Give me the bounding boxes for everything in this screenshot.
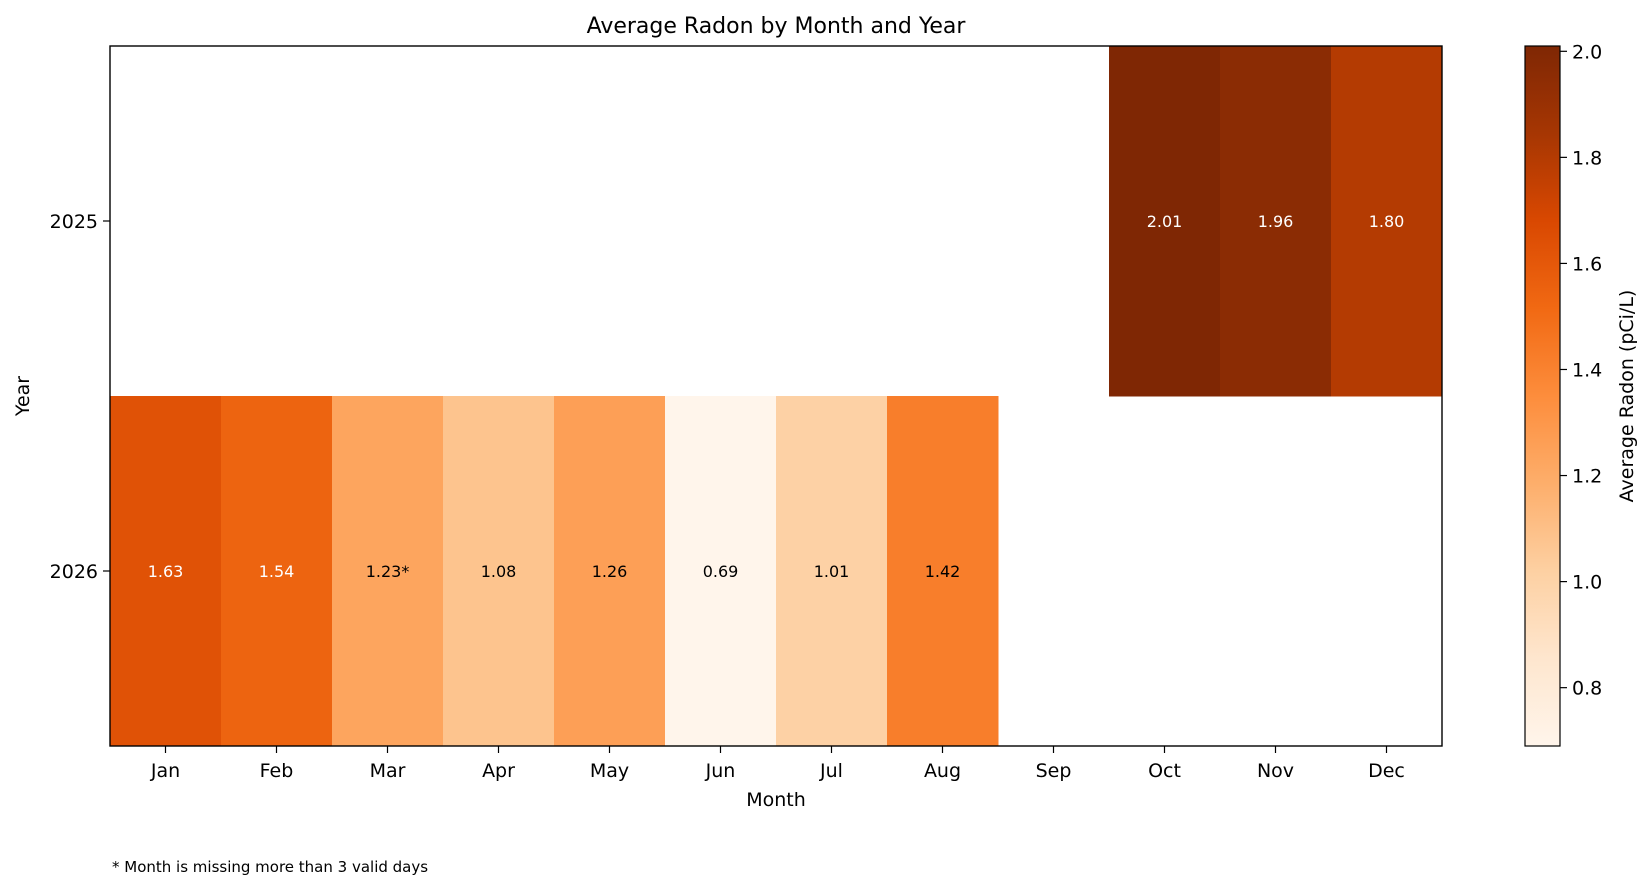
cell-value-label: 1.54 bbox=[259, 562, 295, 581]
x-tick-label: Mar bbox=[370, 760, 406, 782]
cell-value-label: 0.69 bbox=[703, 562, 739, 581]
x-tick-label: Sep bbox=[1036, 760, 1072, 782]
colorbar-tick-label: 1.4 bbox=[1572, 359, 1602, 381]
heatmap-cell-labels: 2.01 1.96 1.80 1.63 1.54 1.23* 1.08 1.26 0.69 1.0… bbox=[148, 212, 1405, 581]
plot-frame bbox=[109, 45, 1443, 747]
x-tick-label: Apr bbox=[482, 760, 515, 782]
colorbar-tick-label: 1.8 bbox=[1572, 147, 1602, 169]
x-tick-label: Feb bbox=[260, 760, 294, 782]
cell-value-label: 1.96 bbox=[1258, 212, 1294, 231]
x-axis-label: Month bbox=[746, 789, 806, 811]
heatmap-cell bbox=[221, 396, 333, 747]
cell-value-label: 1.63 bbox=[148, 562, 184, 581]
colorbar bbox=[1525, 46, 1560, 746]
heatmap-cells bbox=[110, 46, 1443, 747]
cell-value-label: 1.80 bbox=[1369, 212, 1405, 231]
y-axis-label: Year bbox=[12, 376, 34, 417]
y-tick-label: 2026 bbox=[50, 561, 98, 583]
colorbar-ticks: 0.8 1.0 1.2 1.4 1.6 1.8 2.0 bbox=[1560, 41, 1602, 700]
cell-value-label: 1.42 bbox=[925, 562, 961, 581]
heatmap-cell bbox=[1220, 46, 1332, 397]
x-tick-label: Jan bbox=[150, 760, 180, 782]
x-tick-label: Nov bbox=[1257, 760, 1294, 782]
cell-value-label: 2.01 bbox=[1147, 212, 1183, 231]
y-tick-label: 2025 bbox=[50, 211, 98, 233]
heatmap-cell bbox=[110, 396, 222, 747]
heatmap-cell bbox=[332, 396, 444, 747]
y-axis-ticks: 2025 2026 bbox=[50, 211, 110, 583]
heatmap-cell bbox=[887, 396, 999, 747]
colorbar-label: Average Radon (pCi/L) bbox=[1616, 290, 1638, 503]
colorbar-frame bbox=[1524, 45, 1561, 747]
colorbar-tick-label: 2.0 bbox=[1572, 41, 1602, 63]
cell-value-label: 1.01 bbox=[814, 562, 850, 581]
heatmap-cell bbox=[1109, 46, 1221, 397]
colorbar-tick-label: 1.2 bbox=[1572, 466, 1602, 488]
colorbar-tick-label: 0.8 bbox=[1572, 678, 1602, 700]
footnote: * Month is missing more than 3 valid day… bbox=[112, 858, 428, 876]
colorbar-tick-label: 1.0 bbox=[1572, 572, 1602, 594]
heatmap-cell bbox=[443, 396, 555, 747]
heatmap-cell bbox=[1331, 46, 1443, 397]
cell-value-label: 1.26 bbox=[592, 562, 628, 581]
cell-value-label: 1.23* bbox=[366, 562, 410, 581]
x-tick-label: May bbox=[590, 760, 629, 782]
heatmap-cell bbox=[776, 396, 888, 747]
x-tick-label: Dec bbox=[1368, 760, 1405, 782]
heatmap-cell bbox=[665, 396, 777, 747]
x-tick-label: Oct bbox=[1148, 760, 1181, 782]
heatmap-cell bbox=[554, 396, 666, 747]
x-tick-label: Jun bbox=[705, 760, 736, 782]
x-tick-label: Jul bbox=[819, 760, 843, 782]
chart-title: Average Radon by Month and Year bbox=[587, 14, 967, 39]
cell-value-label: 1.08 bbox=[481, 562, 517, 581]
x-tick-label: Aug bbox=[924, 760, 961, 782]
colorbar-tick-label: 1.6 bbox=[1572, 253, 1602, 275]
x-axis-ticks: Jan Feb Mar Apr May Jun Jul Aug Sep Oct Nov Dec bbox=[150, 746, 1405, 782]
